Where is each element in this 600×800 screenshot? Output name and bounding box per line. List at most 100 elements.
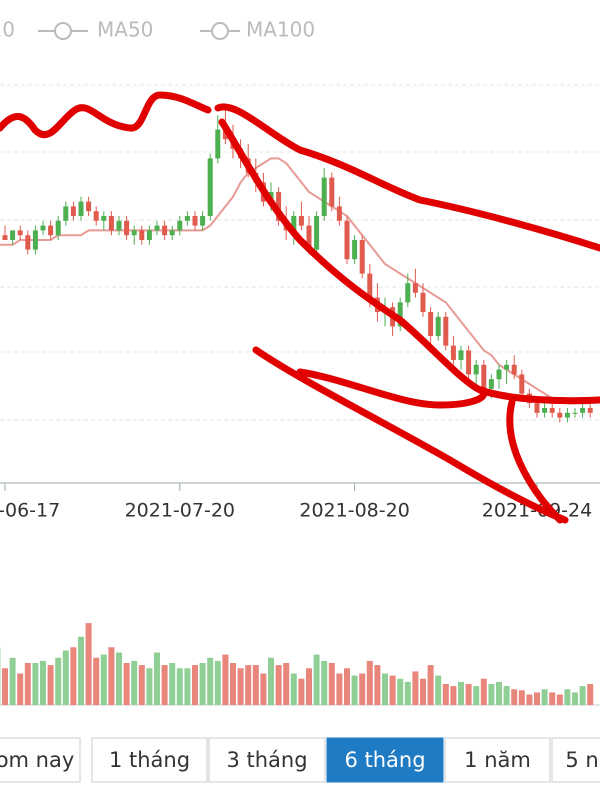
volume-bar bbox=[207, 657, 214, 705]
candle-body bbox=[443, 316, 449, 346]
range-button[interactable] bbox=[0, 737, 81, 783]
range-button[interactable] bbox=[551, 737, 600, 783]
range-button-label: om nay bbox=[0, 748, 74, 772]
volume-bar bbox=[344, 668, 350, 705]
volume-bar bbox=[328, 663, 335, 705]
volume-bar bbox=[131, 660, 138, 705]
range-button[interactable] bbox=[326, 737, 444, 783]
candle-body bbox=[55, 220, 61, 236]
candle-body bbox=[207, 158, 213, 216]
volume-bar bbox=[176, 668, 183, 705]
volume-bar bbox=[116, 652, 122, 705]
volume-bar bbox=[518, 690, 525, 705]
volume-bar bbox=[283, 663, 290, 705]
candle-body bbox=[40, 225, 46, 231]
candle-body bbox=[25, 235, 31, 250]
volume-bar bbox=[222, 654, 229, 705]
candle-body bbox=[306, 225, 312, 250]
volume-bar bbox=[154, 652, 160, 705]
volume-bar bbox=[465, 684, 472, 705]
volume-bar bbox=[17, 673, 24, 705]
volume-bar bbox=[290, 673, 297, 705]
candle-body bbox=[10, 230, 16, 240]
volume-bar bbox=[473, 686, 480, 705]
range-button-label: 1 tháng bbox=[109, 748, 190, 772]
candle-body bbox=[336, 206, 342, 221]
candle-body bbox=[549, 408, 555, 413]
volume-bar bbox=[268, 657, 274, 705]
candle-body bbox=[466, 350, 472, 375]
candle-body bbox=[162, 225, 168, 236]
volume-bar bbox=[442, 684, 449, 705]
ma20-line bbox=[0, 157, 591, 405]
candle-body bbox=[169, 230, 175, 236]
candle-body bbox=[557, 412, 563, 418]
candle-body bbox=[314, 216, 320, 250]
candle-body bbox=[481, 364, 487, 389]
volume-bar bbox=[450, 686, 457, 705]
volume-bar bbox=[336, 673, 343, 705]
candle-body bbox=[488, 379, 494, 389]
candle-body bbox=[473, 364, 479, 375]
volume-bar bbox=[47, 665, 54, 705]
volume-bar bbox=[123, 663, 130, 705]
candle-body bbox=[519, 374, 525, 394]
volume-bar bbox=[526, 694, 533, 705]
candle-body bbox=[458, 350, 464, 360]
candle-body bbox=[298, 216, 304, 226]
volume-bar bbox=[138, 665, 145, 705]
volume-bar bbox=[587, 684, 594, 705]
volume-bar bbox=[351, 675, 358, 705]
candle-body bbox=[17, 230, 23, 236]
candle-body bbox=[412, 283, 418, 293]
volume-bar bbox=[549, 692, 556, 705]
volume-bar bbox=[382, 673, 388, 705]
candle-body bbox=[352, 240, 358, 260]
volume-bar bbox=[404, 681, 411, 705]
range-button-label: 5 n bbox=[565, 748, 598, 772]
candle-body bbox=[86, 201, 92, 212]
volume-bar bbox=[397, 678, 404, 705]
candle-body bbox=[192, 216, 198, 226]
volume-bar bbox=[260, 673, 267, 705]
candle-body bbox=[534, 403, 540, 413]
candle-body bbox=[2, 235, 8, 240]
candle-body bbox=[435, 316, 441, 336]
annotation-stroke bbox=[214, 103, 600, 252]
volume-bar bbox=[306, 668, 312, 705]
candle-body bbox=[321, 177, 327, 216]
volume-bar bbox=[313, 654, 320, 705]
candle-body bbox=[572, 412, 578, 414]
volume-bar bbox=[24, 663, 31, 705]
legend-label: MA50 bbox=[97, 18, 153, 42]
volume-bar bbox=[359, 673, 366, 705]
volume-bar bbox=[146, 668, 153, 705]
volume-bar bbox=[214, 660, 221, 705]
range-button[interactable] bbox=[91, 737, 208, 783]
volume-bar bbox=[108, 647, 115, 705]
candle-body bbox=[428, 312, 434, 336]
candle-body bbox=[504, 364, 510, 370]
candle-body bbox=[70, 206, 76, 216]
volume-bar bbox=[184, 668, 191, 705]
volume-bar bbox=[161, 665, 168, 705]
volume-bar bbox=[32, 663, 39, 705]
volume-bar bbox=[366, 660, 373, 705]
range-button[interactable] bbox=[208, 737, 326, 783]
volume-bar bbox=[2, 668, 8, 705]
volume-bar bbox=[230, 663, 236, 705]
volume-bar bbox=[427, 665, 434, 705]
volume-bar bbox=[496, 681, 502, 705]
candle-body bbox=[405, 283, 411, 303]
candle-body bbox=[215, 129, 221, 159]
candle-body bbox=[116, 220, 122, 231]
legend-icon bbox=[54, 22, 72, 40]
volume-bar bbox=[55, 657, 62, 705]
volume-bar bbox=[511, 689, 518, 705]
volume-bar bbox=[420, 678, 426, 705]
volume-bar bbox=[70, 647, 77, 705]
range-button[interactable] bbox=[444, 737, 551, 783]
candle-body bbox=[276, 192, 282, 221]
candle-body bbox=[177, 220, 183, 231]
